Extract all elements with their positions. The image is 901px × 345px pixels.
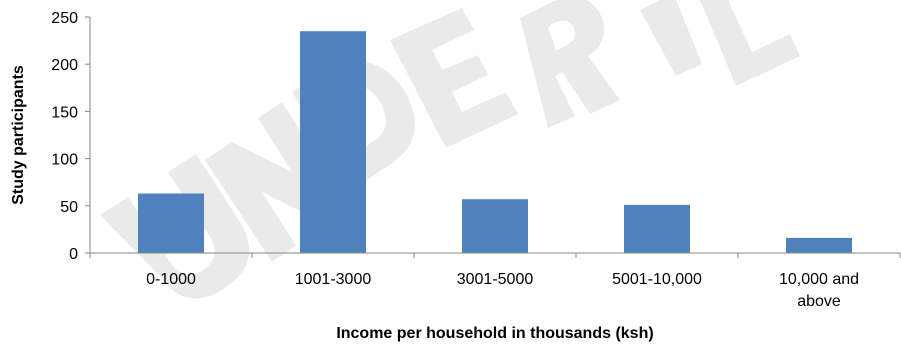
bar-0: [138, 193, 204, 253]
x-axis-title: Income per household in thousands (ksh): [336, 325, 653, 342]
x-tick-label: 0-1000: [146, 271, 196, 288]
y-tick-label: 0: [69, 246, 78, 263]
x-tick-label: 10,000 and: [779, 271, 859, 288]
y-axis-title: Study participants: [10, 65, 27, 205]
watermark-letter-e: [390, 8, 518, 148]
watermark-letter-u: [100, 154, 250, 299]
x-tick-label: above: [797, 293, 841, 310]
watermark-letter-r: [520, 0, 620, 128]
bar-1: [300, 31, 366, 254]
y-tick-label: 250: [51, 10, 78, 27]
x-tick-label: 1001-3000: [295, 271, 372, 288]
watermark: [100, 0, 800, 299]
y-tick-label: 100: [51, 152, 78, 169]
y-tick-label: 200: [51, 57, 78, 74]
y-tick-label: 50: [60, 199, 78, 216]
bar-2: [462, 199, 528, 253]
watermark-letter-p: [640, 0, 702, 76]
x-tick-label: 5001-10,000: [612, 271, 702, 288]
watermark-letter-n: [205, 102, 348, 262]
bar-3: [624, 204, 690, 253]
y-tick-label: 150: [51, 104, 78, 121]
bar-4: [786, 237, 852, 253]
watermark-letter-l: [700, 0, 800, 86]
plot-area: 0 50 100 150 200 250 0-1000 1001-3000 3001-5000 5…: [10, 10, 901, 342]
x-tick-label: 3001-5000: [457, 271, 534, 288]
